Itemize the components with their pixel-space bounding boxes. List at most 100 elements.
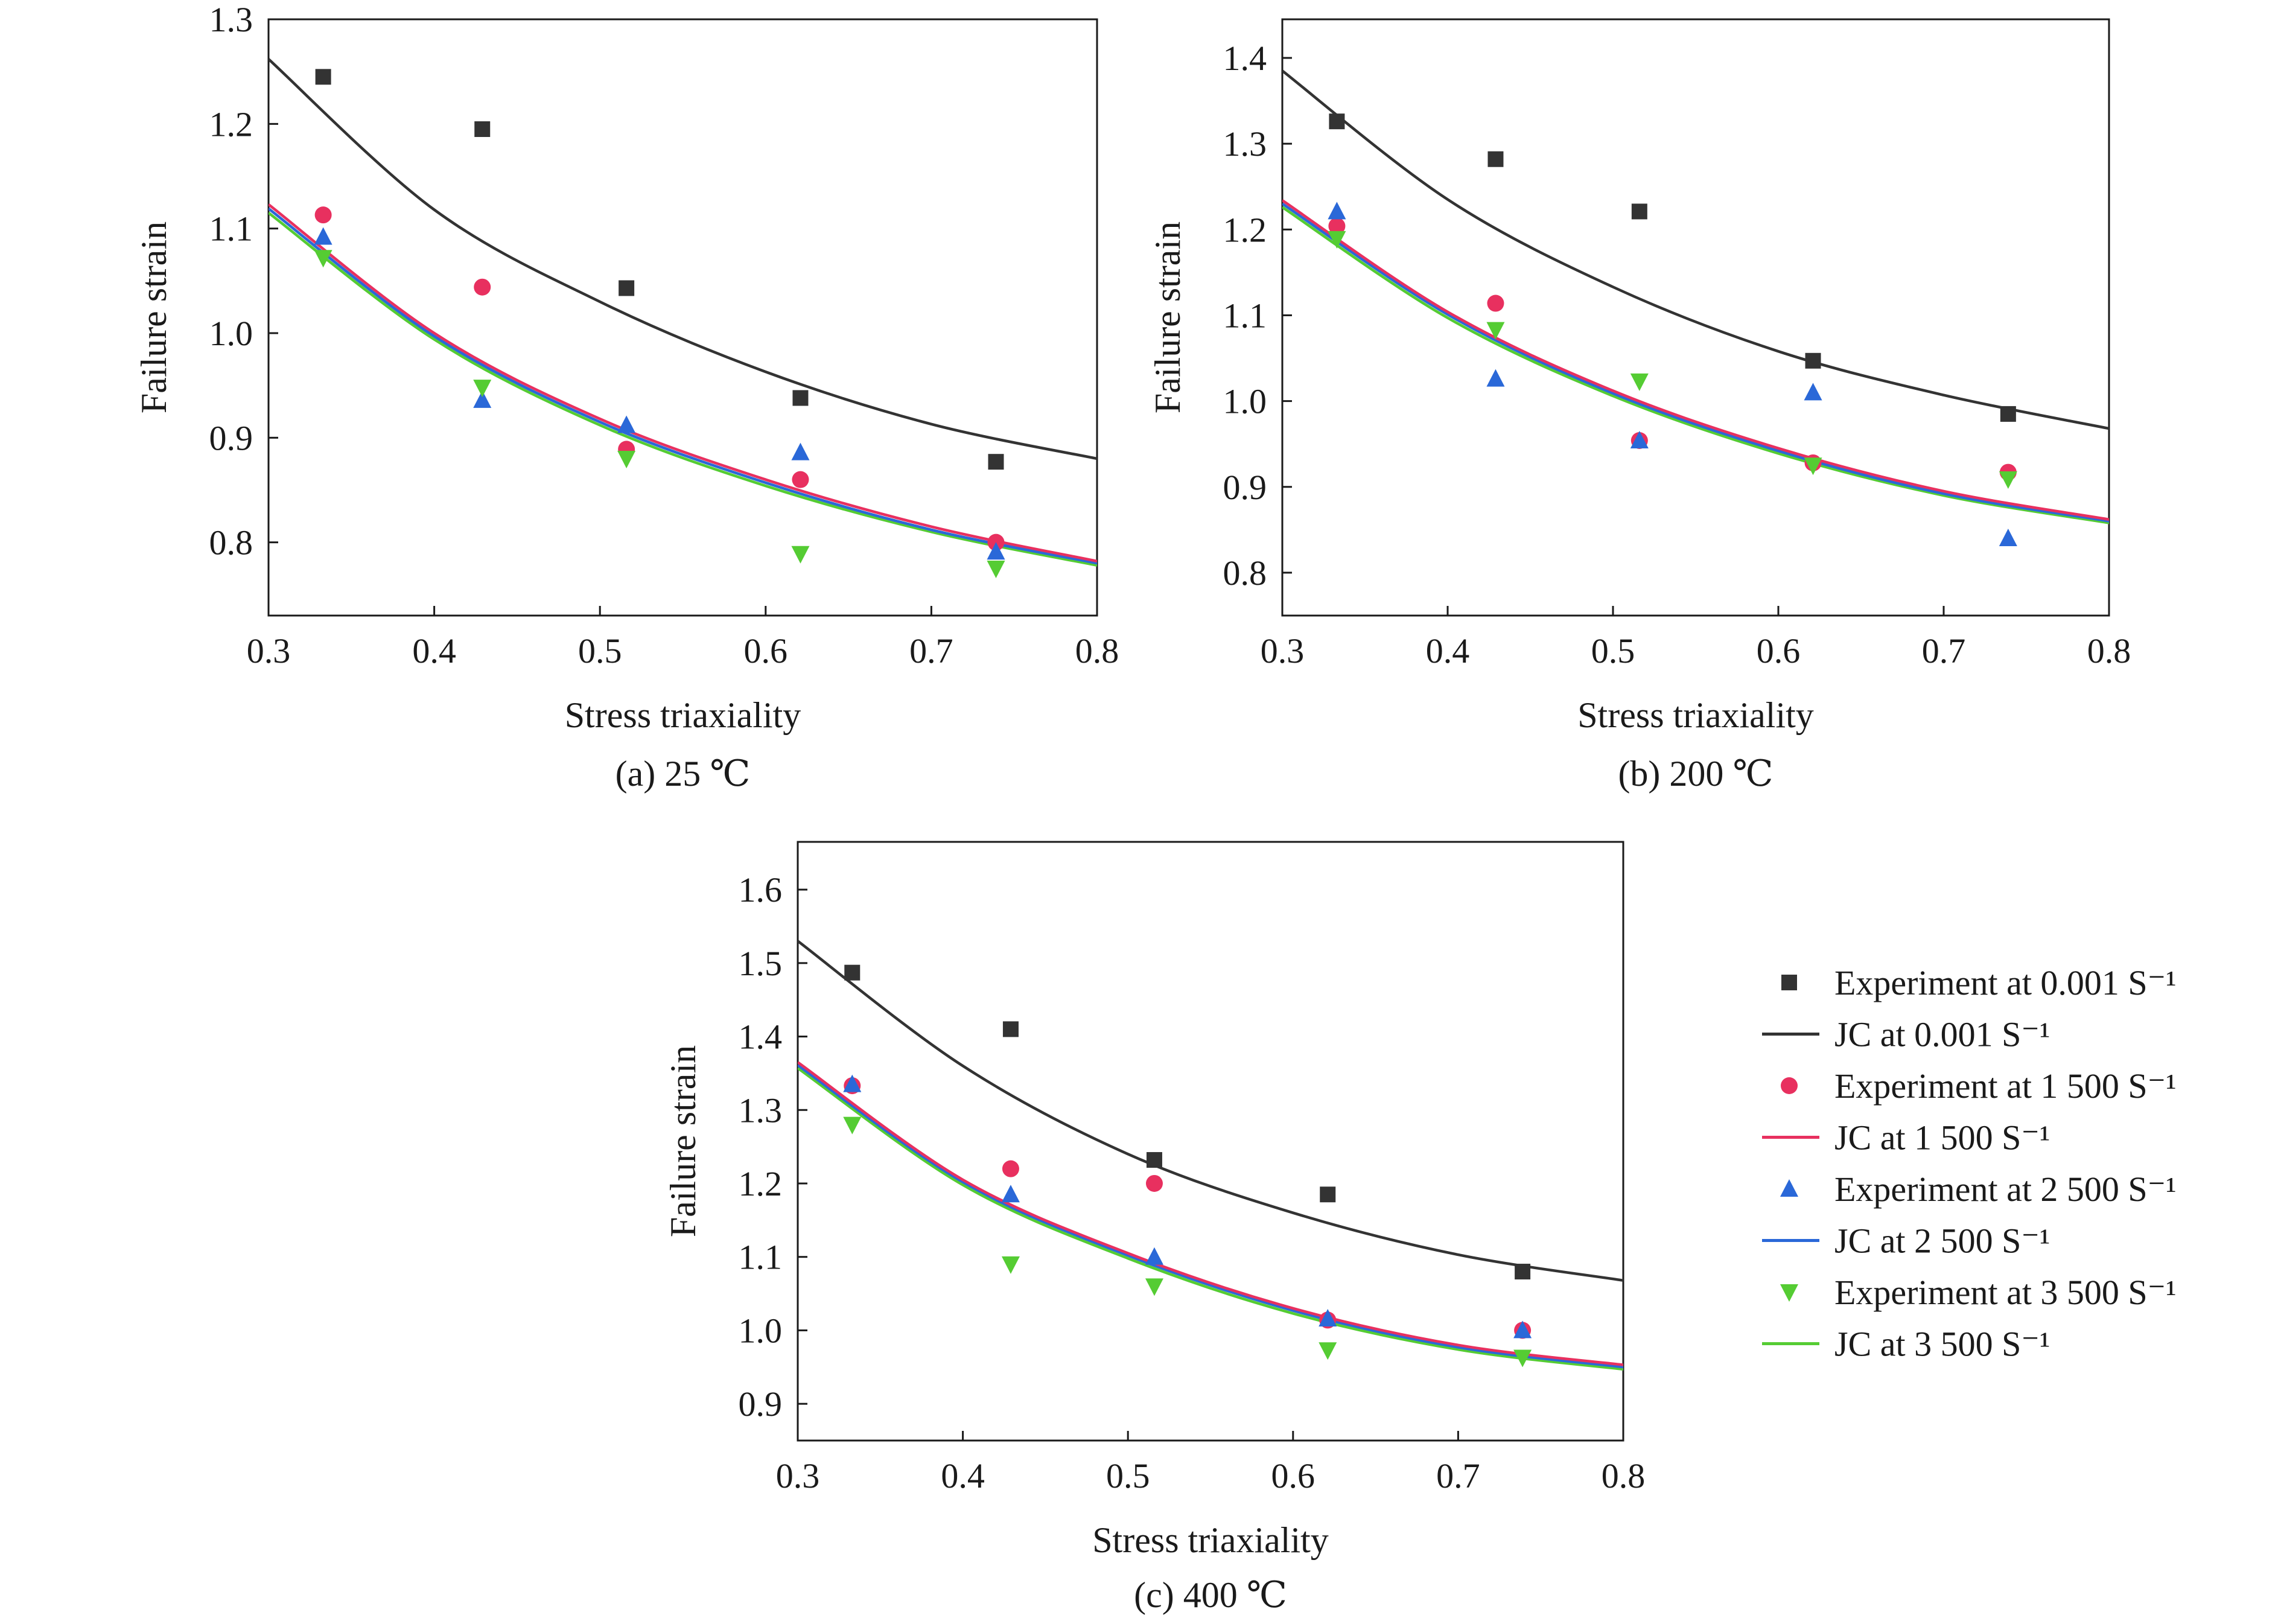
p3-point-s0	[1146, 1152, 1162, 1168]
p1-plot-frame	[267, 18, 1098, 617]
p1-point-s3	[473, 380, 492, 398]
p1-point-s0	[315, 69, 331, 85]
p3-x-tick-label: 0.8	[1602, 1456, 1646, 1495]
p1-caption: (a) 25 ℃	[616, 754, 751, 794]
p3-point-s3	[1319, 1342, 1337, 1360]
p3-y-tick-label: 1.5	[739, 944, 783, 983]
p3-x-tick-label: 0.5	[1106, 1456, 1150, 1495]
p2-x-tick-label: 0.5	[1591, 631, 1635, 670]
p1-fit-line-1	[269, 203, 1097, 563]
p2-point-s3	[1804, 457, 1822, 476]
p3-y-tick-label: 1.2	[739, 1164, 783, 1203]
p2-point-s3	[1486, 322, 1505, 340]
p2-plot-frame	[1281, 18, 2110, 617]
p3-y-tick-label: 1.0	[739, 1311, 783, 1350]
p1-x-tick-label: 0.7	[909, 631, 953, 670]
p1-y-tick-label: 0.9	[209, 418, 253, 457]
p2-fit-line-0	[1282, 69, 2109, 430]
p1-point-s2	[314, 227, 332, 245]
p3-point-s0	[1320, 1186, 1336, 1203]
p3-point-s2	[1145, 1247, 1163, 1265]
p1-x-tick-label: 0.8	[1075, 631, 1119, 670]
p1-point-s0	[619, 280, 635, 296]
p2-fit-curves	[1282, 69, 2109, 524]
p3-x-tick-label: 0.6	[1271, 1456, 1315, 1495]
p3-point-s3	[1513, 1349, 1532, 1368]
legend-marker-3	[1780, 1284, 1798, 1302]
p1-y-axis-label: Failure strain	[134, 221, 174, 413]
p3-x-tick-label: 0.4	[941, 1456, 985, 1495]
p2-x-axis-label: Stress triaxiality	[1577, 695, 1814, 735]
legend-marker-2	[1780, 1179, 1798, 1197]
legend-label-jc-2: JC at 2 500 S⁻¹	[1834, 1221, 2050, 1261]
p3-fit-line-2	[798, 1064, 1623, 1369]
p2-point-s2	[1328, 202, 1346, 220]
p3-point-s1	[1145, 1174, 1163, 1192]
p2-y-tick-label: 0.9	[1223, 468, 1267, 507]
p1-point-s0	[792, 390, 809, 406]
p1-point-s3	[617, 451, 636, 468]
p2-point-s1	[1328, 217, 1346, 235]
p2-point-s2	[1804, 383, 1822, 401]
p1-point-s2	[473, 390, 492, 408]
legend-label-exp-2: Experiment at 2 500 S⁻¹	[1834, 1170, 2177, 1209]
p1-y-tick-label: 1.3	[209, 0, 253, 39]
p3-point-s1	[1002, 1160, 1019, 1177]
p1-point-s2	[617, 415, 636, 433]
p3-fit-line-1	[798, 1061, 1623, 1366]
p2-point-s0	[1631, 203, 1647, 220]
p3-y-tick-label: 1.3	[739, 1091, 783, 1130]
p2-point-s2	[1999, 529, 2017, 547]
p3-point-s0	[1002, 1021, 1019, 1037]
panel-a: 0.3 0.4 0.5 0.6 0.7 0.8 0.8 0.9 1.0 1.1 1.2 1.3 Stre…	[134, 0, 1119, 794]
p2-point-s3	[1630, 373, 1649, 391]
p3-point-s2	[1001, 1185, 1020, 1203]
p3-y-tick-label: 1.1	[739, 1238, 783, 1277]
p3-y-tick-label: 1.6	[739, 870, 783, 909]
p2-y-tick-label: 1.4	[1223, 39, 1267, 78]
p1-x-tick-label: 0.6	[744, 631, 788, 670]
p1-y-tick-label: 1.2	[209, 104, 253, 144]
p1-x-axis-label: Stress triaxiality	[565, 695, 801, 735]
p1-point-s1	[314, 206, 332, 224]
legend-label-exp-1: Experiment at 1 500 S⁻¹	[1834, 1066, 2177, 1106]
p1-x-tick-label: 0.4	[412, 631, 456, 670]
p2-x-tick-label: 0.6	[1757, 631, 1801, 670]
p1-fit-line-3	[269, 211, 1097, 567]
p2-caption: (b) 200 ℃	[1618, 754, 1773, 794]
p3-fit-curves	[798, 940, 1623, 1371]
p2-point-s3	[1328, 231, 1346, 249]
p2-x-tick-label: 0.4	[1426, 631, 1470, 670]
p1-point-s1	[474, 278, 491, 296]
p1-point-s2	[791, 442, 810, 460]
p2-point-s0	[1805, 352, 1821, 369]
p3-point-s0	[1515, 1264, 1531, 1280]
p3-fit-line-0	[798, 940, 1623, 1282]
p2-y-tick-label: 1.1	[1223, 296, 1267, 335]
p2-y-tick-label: 0.8	[1223, 553, 1267, 593]
p3-point-s0	[844, 964, 861, 981]
p1-x-tick-label: 0.5	[578, 631, 622, 670]
p3-caption: (c) 400 ℃	[1134, 1575, 1287, 1615]
p1-point-s3	[791, 546, 810, 564]
p3-point-s2	[843, 1074, 862, 1092]
p2-x-tick-label: 0.7	[1922, 631, 1966, 670]
p2-x-tick-label: 0.8	[2087, 631, 2131, 670]
legend-label-exp-0: Experiment at 0.001 S⁻¹	[1834, 963, 2177, 1002]
p2-point-s2	[1486, 369, 1505, 387]
panel-c: 0.3 0.4 0.5 0.6 0.7 0.8 0.9 1.0 1.1 1.2 1.3 1.4 1.5 1…	[663, 841, 1646, 1615]
p1-y-tick-label: 1.1	[209, 209, 253, 249]
p2-x-tick-label: 0.3	[1261, 631, 1305, 670]
p3-y-axis-label: Failure strain	[663, 1045, 703, 1237]
p1-fit-line-2	[269, 207, 1097, 565]
p1-point-s0	[988, 454, 1004, 470]
p3-point-s2	[1319, 1308, 1337, 1326]
p3-plot-frame	[797, 841, 1624, 1442]
p2-point-s1	[1487, 295, 1504, 312]
p2-fit-line-1	[1282, 199, 2109, 521]
p2-point-s2	[1630, 430, 1649, 448]
p3-point-s3	[1145, 1278, 1163, 1296]
p1-y-tick-label: 0.8	[209, 523, 253, 562]
p2-y-axis-label: Failure strain	[1148, 221, 1188, 413]
p2-y-tick-label: 1.2	[1223, 210, 1267, 249]
